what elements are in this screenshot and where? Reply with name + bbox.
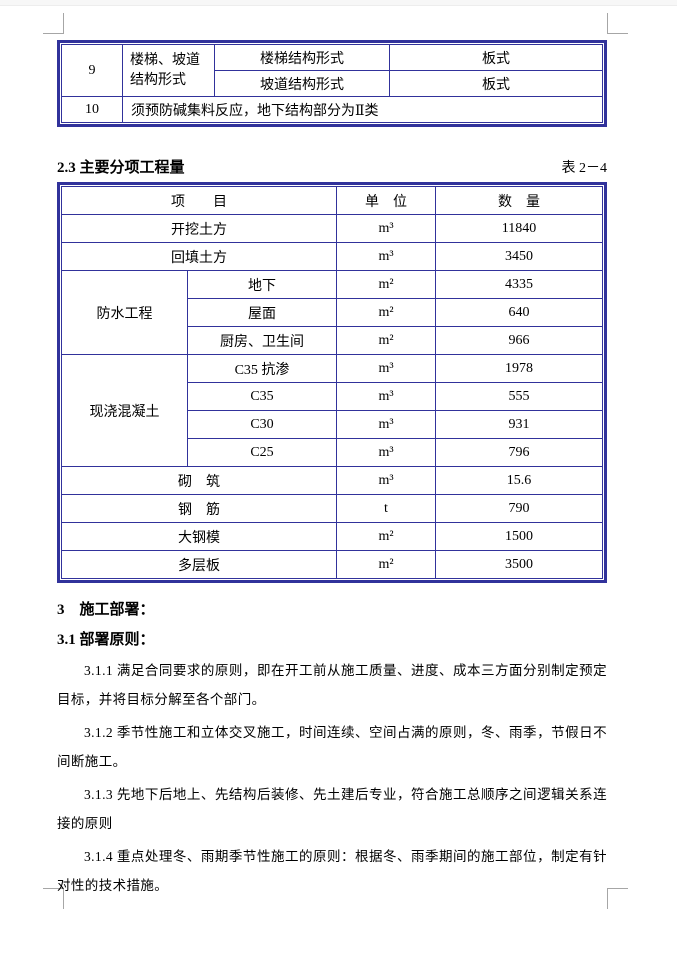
col-header-item: 项 目 — [61, 186, 337, 215]
table-row: 大钢模 m² 1500 — [61, 522, 603, 551]
spec-row-9a: 9 楼梯、坡道结构形式 楼梯结构形式 板式 — [61, 44, 603, 97]
body-paragraph-3-1-2: 3.1.2 季节性施工和立体交叉施工，时间连续、空间占满的原则，冬、雨季，节假日… — [57, 725, 607, 769]
item-cell: 屋面 — [187, 298, 337, 327]
unit-cell: m² — [336, 298, 436, 327]
col-header-qty: 数 量 — [435, 186, 603, 215]
table-row: C30 m³ 931 — [62, 410, 603, 439]
unit-cell: t — [336, 494, 436, 523]
unit-cell: m³ — [336, 438, 436, 467]
unit-cell: m² — [336, 270, 436, 299]
qty-cell: 790 — [435, 494, 603, 523]
table-row: C25 m³ 796 — [62, 438, 603, 467]
group-cell: 防水工程 — [61, 270, 188, 355]
item-cell: 回填土方 — [61, 242, 337, 271]
qty-cell: 555 — [435, 382, 603, 411]
crop-mark-bottom-left — [43, 888, 64, 909]
body-paragraph-3-1-3: 3.1.3 先地下后地上、先结构后装修、先土建后专业，符合施工总顺序之间逻辑关系… — [57, 787, 607, 831]
spec-row-10: 10 须预防碱集料反应，地下结构部分为Ⅱ类 — [61, 96, 603, 123]
page-content: 9 楼梯、坡道结构形式 楼梯结构形式 板式 坡道结构形式 板式 10 须预防碱集… — [57, 40, 607, 900]
table-row: 现浇混凝土 C35 抗渗 m³ 1978 — [61, 354, 603, 467]
page-top-edge — [0, 0, 677, 6]
qty-cell: 3450 — [435, 242, 603, 271]
spec-note: 须预防碱集料反应，地下结构部分为Ⅱ类 — [122, 96, 603, 123]
unit-cell: m³ — [336, 354, 436, 383]
item-cell: C25 — [187, 438, 337, 467]
qty-cell: 4335 — [435, 270, 603, 299]
unit-cell: m² — [336, 550, 436, 579]
crop-mark-bottom-right — [607, 888, 628, 909]
unit-cell: m³ — [336, 382, 436, 411]
spec-label: 楼梯、坡道结构形式 — [122, 44, 215, 97]
row-number: 9 — [61, 44, 123, 97]
group-cell: 现浇混凝土 — [61, 354, 188, 467]
table-reference: 表 2－4 — [561, 161, 608, 176]
quantity-table: 项 目 单 位 数 量 开挖土方 m³ 11840 回填土方 m³ 3450 防… — [57, 182, 607, 583]
item-cell: 大钢模 — [61, 522, 337, 551]
crop-mark-top-left — [43, 13, 64, 34]
qty-cell: 931 — [435, 410, 603, 439]
spec-value: 板式 — [389, 70, 603, 97]
item-cell: C35 抗渗 — [187, 354, 337, 383]
quantity-header-row: 项 目 单 位 数 量 — [61, 186, 603, 215]
unit-cell: m³ — [336, 242, 436, 271]
spec-value: 板式 — [389, 44, 603, 71]
spec-table: 9 楼梯、坡道结构形式 楼梯结构形式 板式 坡道结构形式 板式 10 须预防碱集… — [57, 40, 607, 127]
body-paragraph-3-1-1: 3.1.1 满足合同要求的原则，即在开工前从施工质量、进度、成本三方面分别制定预… — [57, 663, 607, 707]
unit-cell: m³ — [336, 214, 436, 243]
section-heading: 3 施工部署： — [57, 602, 155, 618]
qty-cell: 640 — [435, 298, 603, 327]
item-cell: C30 — [187, 410, 337, 439]
table-row: 多层板 m² 3500 — [61, 550, 603, 579]
table-row: 防水工程 地下 m² 4335 — [61, 270, 603, 355]
table-row: 回填土方 m³ 3450 — [61, 242, 603, 271]
qty-cell: 966 — [435, 326, 603, 355]
qty-cell: 11840 — [435, 214, 603, 243]
unit-cell: m³ — [336, 466, 436, 495]
section-title: 2.3 主要分项工程量 — [57, 160, 185, 176]
item-cell: 钢 筋 — [61, 494, 337, 523]
qty-cell: 796 — [435, 438, 603, 467]
crop-mark-top-right — [607, 13, 628, 34]
table-row: C35 m³ 555 — [62, 382, 603, 411]
qty-cell: 15.6 — [435, 466, 603, 495]
qty-cell: 3500 — [435, 550, 603, 579]
unit-cell: m² — [336, 326, 436, 355]
qty-cell: 1978 — [435, 354, 603, 383]
item-cell: 多层板 — [61, 550, 337, 579]
spec-row-9b: 坡道结构形式 板式 — [62, 70, 603, 97]
subsection-heading: 3.1 部署原则： — [57, 632, 155, 648]
table-row: 钢 筋 t 790 — [61, 494, 603, 523]
row-number: 10 — [61, 96, 123, 123]
spec-sub-label: 楼梯结构形式 — [214, 44, 390, 71]
item-cell: 开挖土方 — [61, 214, 337, 243]
table-row: 厨房、卫生间 m² 966 — [62, 326, 603, 355]
body-paragraph-3-1-4: 3.1.4 重点处理冬、雨期季节性施工的原则：根据冬、雨季期间的施工部位，制定有… — [57, 849, 607, 893]
item-cell: 厨房、卫生间 — [187, 326, 337, 355]
table-row: 砌 筑 m³ 15.6 — [61, 466, 603, 495]
unit-cell: m³ — [336, 410, 436, 439]
section-title-row: 2.3 主要分项工程量 表 2－4 — [57, 157, 607, 177]
item-cell: 砌 筑 — [61, 466, 337, 495]
col-header-unit: 单 位 — [336, 186, 436, 215]
item-cell: C35 — [187, 382, 337, 411]
spec-sub-label: 坡道结构形式 — [214, 70, 390, 97]
unit-cell: m² — [336, 522, 436, 551]
item-cell: 地下 — [187, 270, 337, 299]
table-row: 开挖土方 m³ 11840 — [61, 214, 603, 243]
qty-cell: 1500 — [435, 522, 603, 551]
